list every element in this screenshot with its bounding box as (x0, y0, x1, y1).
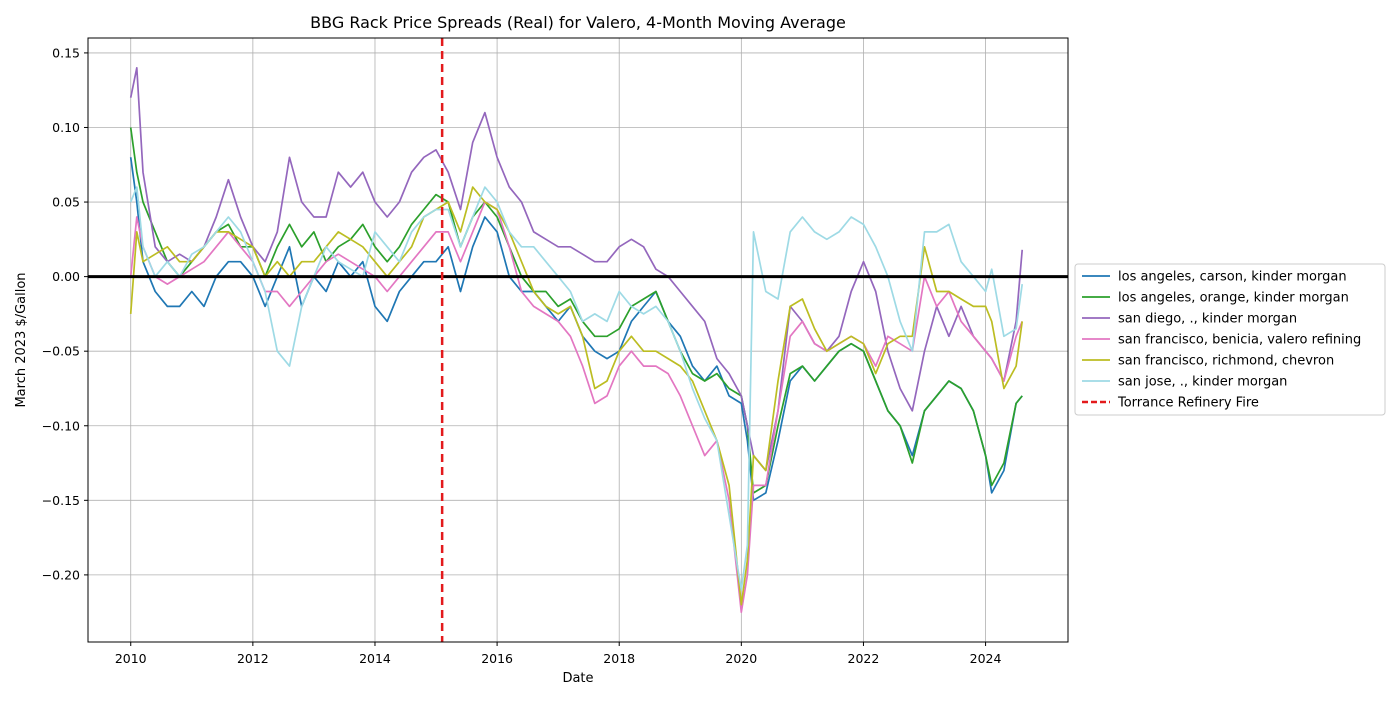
y-tick-label: −0.10 (42, 418, 80, 433)
legend-label: san diego, ., kinder morgan (1118, 312, 1297, 327)
x-tick-label: 2020 (725, 651, 757, 666)
series-line (129, 66, 1024, 472)
y-tick-label: 0.15 (52, 45, 80, 60)
y-tick-label: −0.05 (42, 344, 80, 359)
y-tick-label: 0.10 (52, 120, 80, 135)
series-line (129, 186, 1024, 591)
legend-label: los angeles, orange, kinder morgan (1118, 291, 1349, 306)
y-axis-ticks: −0.20 −0.15 −0.10 −0.05 0.00 0.05 0.10 0.15 (42, 45, 88, 582)
x-tick-label: 2024 (970, 651, 1002, 666)
legend-frame (1074, 263, 1386, 416)
x-axis-label: Date (562, 671, 593, 686)
x-tick-label: 2014 (359, 651, 391, 666)
x-tick-label: 2022 (848, 651, 880, 666)
legend: los angeles, carson, kinder morgan los an… (1074, 263, 1386, 416)
x-tick-label: 2010 (115, 651, 147, 666)
series-line (129, 201, 1023, 614)
y-tick-label: −0.20 (42, 567, 80, 582)
legend-label: san jose, ., kinder morgan (1118, 375, 1287, 390)
legend-label: san francisco, richmond, chevron (1118, 354, 1334, 369)
grid (88, 38, 1068, 642)
x-tick-label: 2016 (481, 651, 513, 666)
plot-area-frame (87, 37, 1069, 643)
x-tick-label: 2018 (603, 651, 635, 666)
x-axis-ticks: 2010 2012 2014 2016 2018 2020 2022 2024 (115, 642, 1002, 666)
chart-title: BBG Rack Price Spreads (Real) for Valero… (310, 13, 846, 32)
legend-label: Torrance Refinery Fire (1117, 396, 1259, 411)
x-tick-label: 2012 (237, 651, 269, 666)
y-tick-label: −0.15 (42, 493, 80, 508)
series-line (129, 186, 1024, 606)
series-lines (88, 38, 1068, 642)
y-axis-label: March 2023 $/Gallon (14, 272, 29, 407)
y-tick-label: 0.00 (52, 269, 80, 284)
legend-label: san francisco, benicia, valero refining (1118, 333, 1361, 348)
legend-label: los angeles, carson, kinder morgan (1118, 270, 1347, 285)
y-tick-label: 0.05 (52, 195, 80, 210)
